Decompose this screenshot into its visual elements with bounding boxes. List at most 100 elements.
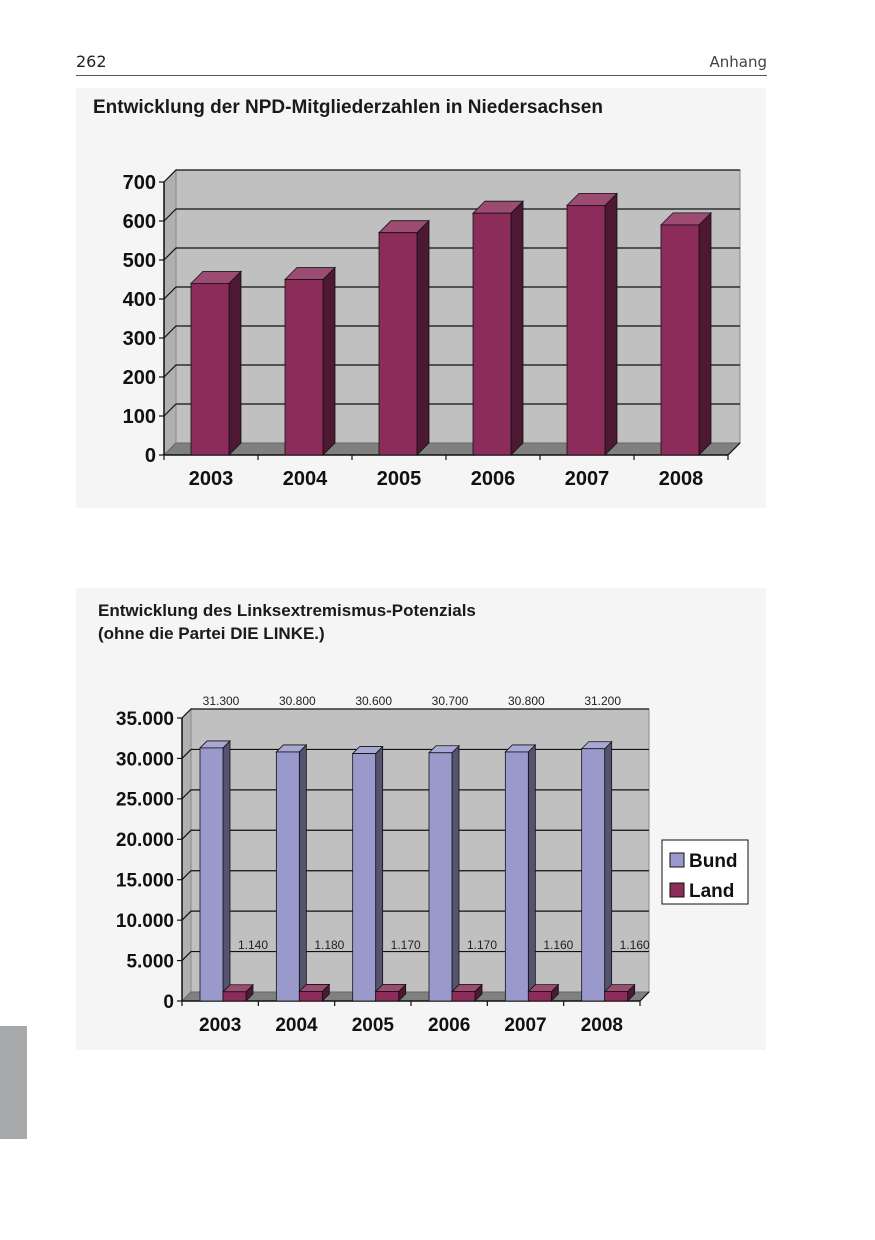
x-category-label: 2005 bbox=[352, 1015, 395, 1036]
gridline bbox=[163, 403, 740, 417]
data-label: 1.180 bbox=[314, 938, 344, 952]
gridline bbox=[163, 247, 740, 261]
y-tick-label: 500 bbox=[123, 250, 156, 272]
npd-chart-title: Entwicklung der NPD-Mitgliederzahlen in … bbox=[93, 97, 603, 118]
data-label: 1.170 bbox=[467, 938, 497, 952]
bar-bund-2007 bbox=[504, 751, 529, 1002]
bar-side bbox=[604, 740, 613, 1002]
linksextremismus-chart-title: Entwicklung des Linksextremismus-Potenzi… bbox=[98, 599, 476, 645]
y-tick-label: 300 bbox=[123, 328, 156, 350]
bar-land-2005 bbox=[375, 991, 400, 1002]
x-category-label: 2003 bbox=[199, 1015, 241, 1036]
y-tick-label: 25.000 bbox=[116, 790, 174, 811]
bar-bund-2005 bbox=[352, 753, 377, 1002]
chart-floor bbox=[162, 442, 742, 456]
data-label: 1.170 bbox=[391, 938, 421, 952]
bar-side bbox=[451, 744, 460, 1002]
gridline bbox=[181, 870, 649, 881]
gridline bbox=[181, 708, 649, 719]
bar-side bbox=[322, 266, 336, 456]
gridline bbox=[163, 169, 740, 183]
bar-side bbox=[222, 739, 231, 1002]
data-label: 30.800 bbox=[279, 694, 316, 708]
x-category-label: 2005 bbox=[377, 468, 422, 490]
y-tick-label: 35.000 bbox=[116, 709, 174, 730]
bar-value-2006 bbox=[472, 212, 512, 456]
gridline bbox=[181, 950, 649, 961]
header-rule bbox=[76, 75, 767, 76]
linksextremismus-chart-panel: Entwicklung des Linksextremismus-Potenzi… bbox=[76, 588, 766, 1050]
y-tick-label: 30.000 bbox=[116, 749, 174, 770]
bar-bund-2004 bbox=[275, 751, 300, 1002]
x-category-label: 2007 bbox=[504, 1015, 546, 1036]
running-head: Anhang bbox=[709, 53, 768, 71]
bar-side bbox=[416, 219, 430, 456]
gridline bbox=[181, 910, 649, 921]
bar-land-2008 bbox=[604, 991, 629, 1002]
data-label: 1.160 bbox=[543, 938, 573, 952]
bar-value-2008 bbox=[660, 224, 700, 456]
legend-swatch-land bbox=[669, 882, 685, 898]
legend-swatch-bund bbox=[669, 852, 685, 868]
chart-side-wall bbox=[181, 707, 192, 1003]
bar-value-2005 bbox=[378, 232, 418, 456]
bar-land-2006 bbox=[451, 991, 476, 1002]
data-label: 30.800 bbox=[508, 694, 545, 708]
bar-value-2004 bbox=[284, 279, 324, 456]
linksextremismus-bar-chart: 0 5.000 10.000 15.000 20.000 25.000 30.000 35.0… bbox=[116, 694, 749, 1036]
y-tick-label: 10.000 bbox=[116, 911, 174, 932]
x-category-label: 2003 bbox=[189, 468, 234, 490]
bar-bund-2008 bbox=[581, 748, 606, 1002]
data-label: 1.160 bbox=[620, 938, 650, 952]
gridline bbox=[163, 325, 740, 339]
y-tick-label: 15.000 bbox=[116, 871, 174, 892]
bar-land-2004 bbox=[298, 991, 323, 1002]
x-category-label: 2004 bbox=[275, 1015, 318, 1036]
gridline bbox=[181, 748, 649, 759]
y-tick-label: 100 bbox=[123, 406, 156, 428]
gridline bbox=[163, 286, 740, 300]
page-edge-tab bbox=[0, 1026, 27, 1139]
linksextremismus-title-line1: Entwicklung des Linksextremismus-Potenzi… bbox=[98, 601, 476, 620]
data-label: 30.700 bbox=[432, 694, 469, 708]
bar-value-2007 bbox=[566, 205, 606, 456]
y-tick-label: 5.000 bbox=[126, 951, 174, 972]
legend-label-bund: Bund bbox=[689, 851, 738, 872]
npd-chart-panel: Entwicklung der NPD-Mitgliederzahlen in … bbox=[76, 88, 766, 508]
bar-side bbox=[698, 211, 712, 456]
x-category-label: 2006 bbox=[428, 1015, 470, 1036]
bar-value-2003 bbox=[190, 282, 230, 456]
x-category-label: 2008 bbox=[659, 468, 704, 490]
y-tick-label: 700 bbox=[123, 172, 156, 194]
chart-side-wall bbox=[163, 168, 177, 457]
x-category-label: 2006 bbox=[471, 468, 516, 490]
y-tick-label: 600 bbox=[123, 211, 156, 233]
bar-side bbox=[298, 743, 307, 1002]
y-tick-label: 0 bbox=[163, 992, 174, 1013]
gridline bbox=[181, 829, 649, 840]
y-tick-label: 0 bbox=[145, 445, 156, 467]
page-number: 262 bbox=[76, 52, 107, 71]
bar-land-2007 bbox=[527, 991, 552, 1002]
data-label: 31.300 bbox=[203, 694, 240, 708]
bar-side bbox=[228, 270, 242, 456]
data-label: 31.200 bbox=[584, 694, 621, 708]
gridline bbox=[163, 364, 740, 378]
y-tick-label: 200 bbox=[123, 367, 156, 389]
y-tick-label: 400 bbox=[123, 289, 156, 311]
linksextremismus-title-line2: (ohne die Partei DIE LINKE.) bbox=[98, 624, 325, 643]
x-category-label: 2007 bbox=[565, 468, 610, 490]
data-label: 1.140 bbox=[238, 938, 268, 952]
bar-side bbox=[604, 192, 618, 456]
bar-bund-2003 bbox=[199, 747, 224, 1002]
x-category-label: 2004 bbox=[283, 468, 328, 490]
gridline bbox=[181, 789, 649, 800]
bar-land-2003 bbox=[222, 991, 247, 1002]
chart-back-wall bbox=[175, 169, 741, 444]
npd-bar-chart: 0 100 200 300 400 500 600 700 2003 2004 2005 2006 20… bbox=[123, 168, 742, 490]
legend-label-land: Land bbox=[689, 881, 734, 902]
gridline bbox=[163, 208, 740, 222]
bar-bund-2006 bbox=[428, 752, 453, 1002]
x-axis-depth bbox=[639, 991, 650, 1002]
bar-side bbox=[527, 743, 536, 1002]
